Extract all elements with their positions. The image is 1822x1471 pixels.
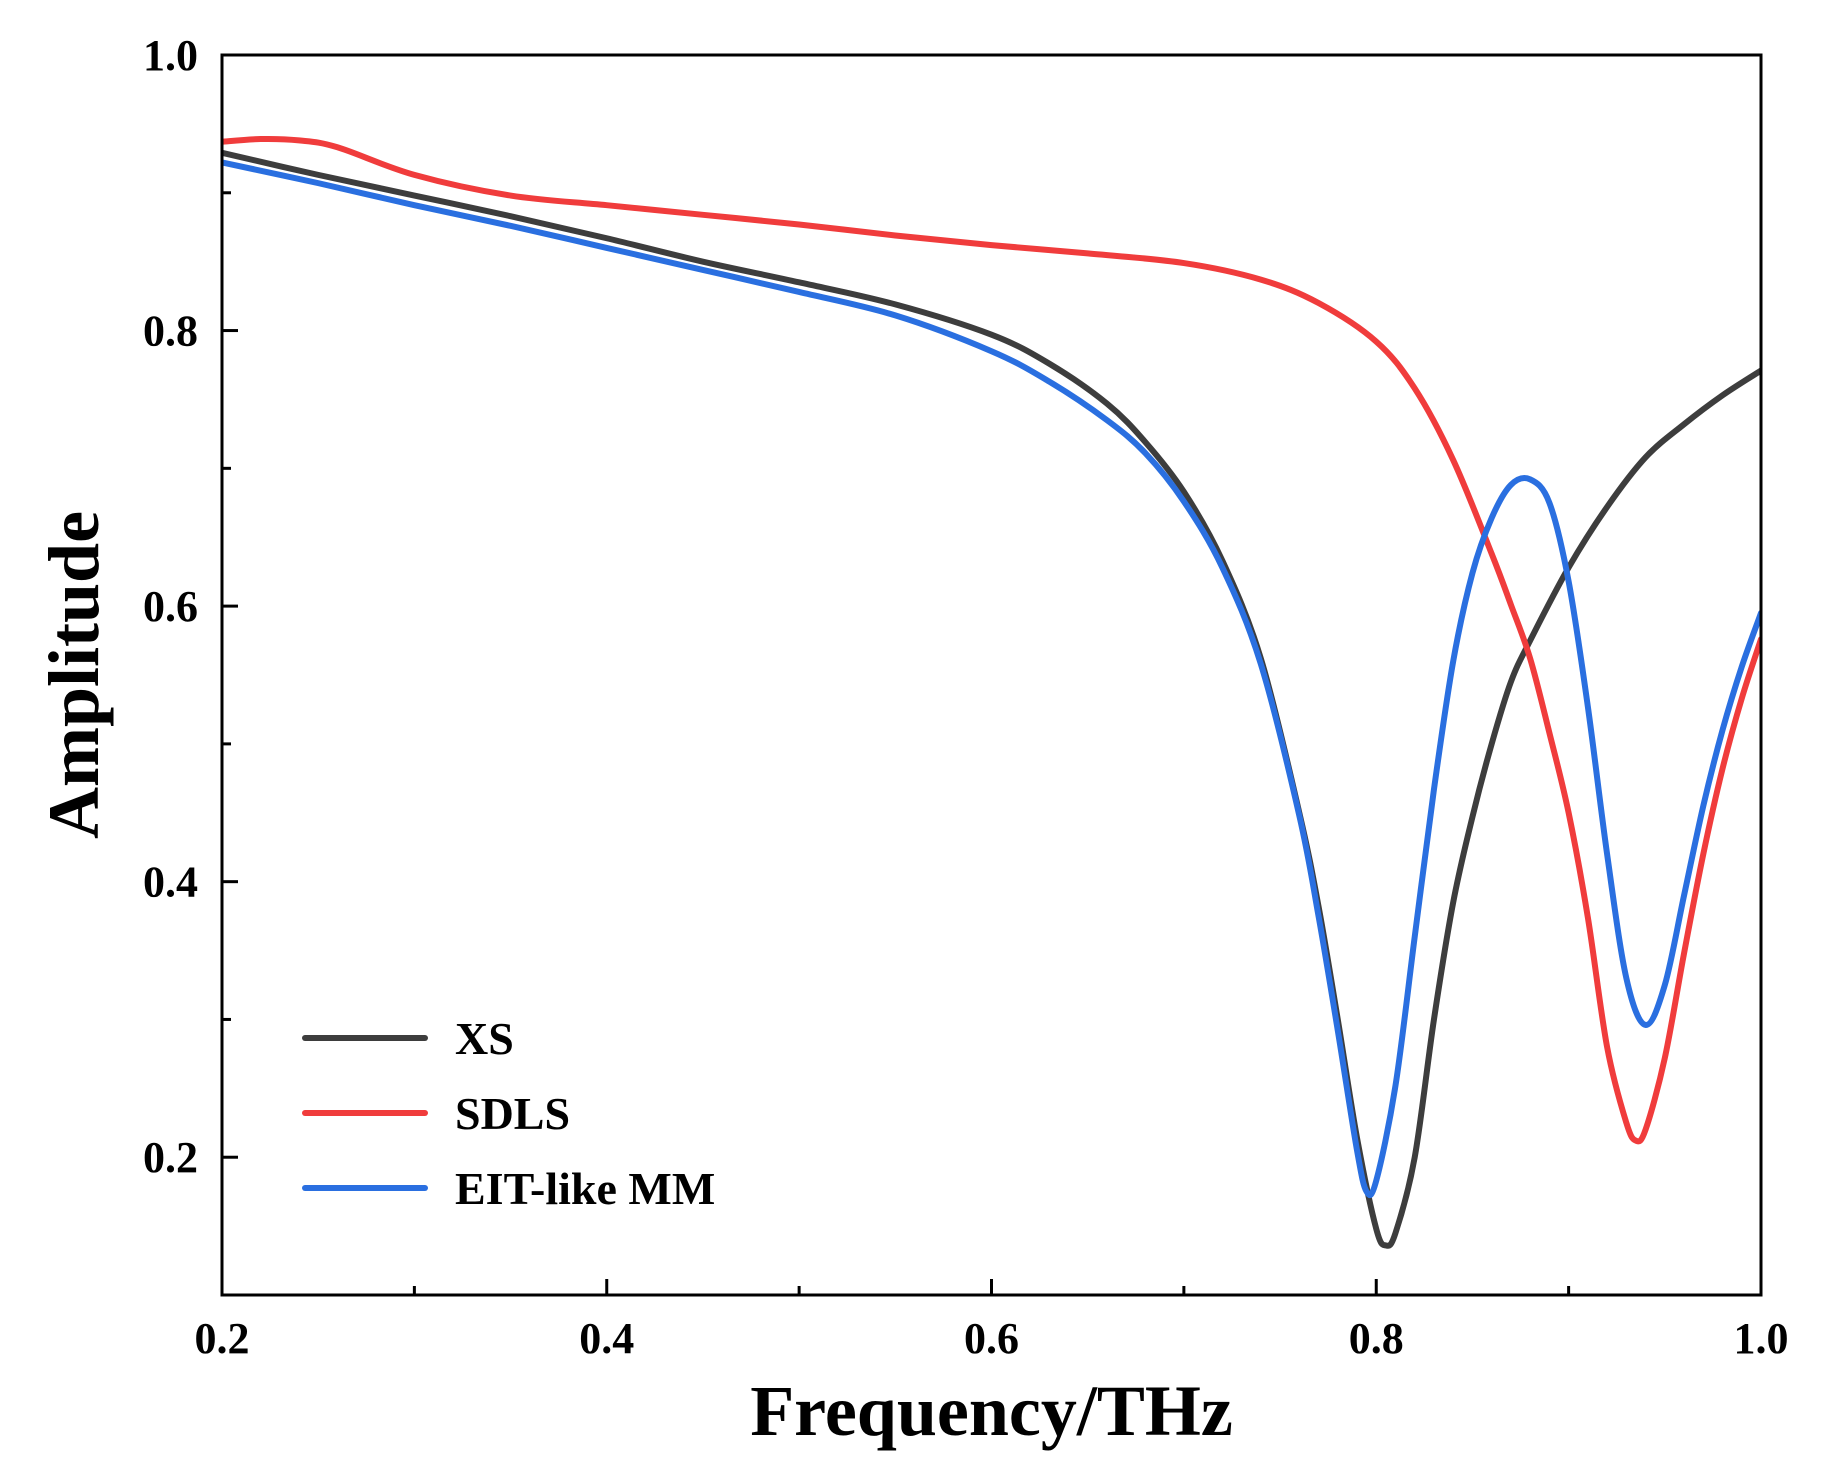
y-tick-label: 0.8 xyxy=(143,307,198,356)
x-tick-label: 0.6 xyxy=(964,1314,1019,1363)
series-layer xyxy=(222,135,1761,1249)
legend-label: SDLS xyxy=(455,1088,570,1139)
x-tick-label: 1.0 xyxy=(1734,1314,1789,1363)
series-line-eit-like-mm xyxy=(222,159,1761,1199)
tick-layer xyxy=(220,53,1763,1295)
plot-frame xyxy=(220,53,1763,1297)
series-line-xs xyxy=(222,149,1761,1249)
x-axis-title: Frequency/THz xyxy=(750,1371,1233,1451)
legend-label: XS xyxy=(455,1013,514,1064)
legend: XS SDLS EIT-like MM xyxy=(302,1013,715,1214)
y-tick-label: 0.4 xyxy=(143,858,198,907)
x-tick-label: 0.8 xyxy=(1349,1314,1404,1363)
y-tick-label: 1.0 xyxy=(143,31,198,80)
y-axis-title: Amplitude xyxy=(34,511,114,839)
x-tick-label: 0.2 xyxy=(195,1314,250,1363)
y-tick-label: 0.6 xyxy=(143,582,198,631)
y-tick-label: 0.2 xyxy=(143,1133,198,1182)
series-line-sdls xyxy=(222,135,1761,1145)
legend-label: EIT-like MM xyxy=(455,1163,715,1214)
tick-label-layer: 0.2 0.4 0.6 0.8 1.0 0.2 0.4 0.6 0.8 1.0 xyxy=(143,31,1789,1363)
x-tick-label: 0.4 xyxy=(579,1314,634,1363)
